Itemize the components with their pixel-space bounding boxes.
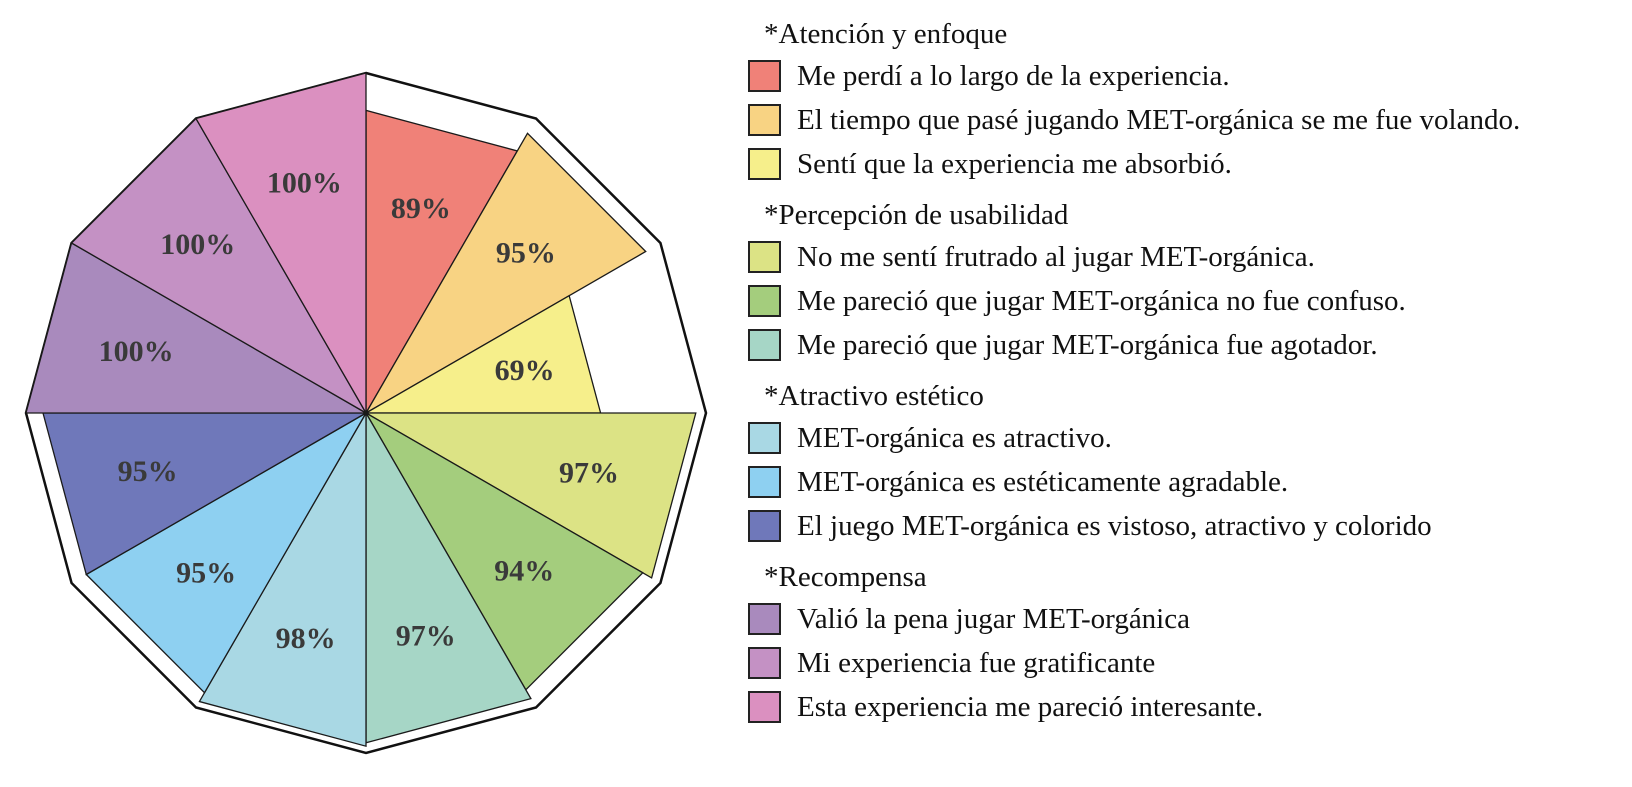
chart-slice-label-2: 95%: [496, 237, 556, 270]
chart-slice-label-5: 94%: [494, 555, 554, 588]
chart-slice-label-4: 97%: [559, 456, 619, 489]
chart-slice-label-10: 100%: [99, 335, 174, 368]
legend-group-2: *Percepción de usabilidad No me sentí fru…: [748, 195, 1628, 367]
legend-item-label: Me perdí a lo largo de la experiencia.: [797, 59, 1230, 92]
legend-swatch: [748, 422, 781, 454]
legend-swatch: [748, 104, 781, 136]
legend-item-label: Sentí que la experiencia me absorbió.: [797, 147, 1232, 180]
legend-item: MET-orgánica es atractivo.: [748, 416, 1628, 460]
legend-item: El tiempo que pasé jugando MET-orgánica …: [748, 98, 1628, 142]
legend-group-3: *Atractivo estético MET-orgánica es atrac…: [748, 376, 1628, 548]
legend-item: MET-orgánica es estéticamente agradable.: [748, 460, 1628, 504]
legend-item: Sentí que la experiencia me absorbió.: [748, 142, 1628, 186]
legend-item-label: Mi experiencia fue gratificante: [797, 646, 1156, 679]
legend-swatch: [748, 60, 781, 92]
legend-swatch: [748, 510, 781, 542]
legend-swatch: [748, 148, 781, 180]
legend-item: Me pareció que jugar MET-orgánica fue ag…: [748, 323, 1628, 367]
chart-slice-label-6: 97%: [396, 619, 456, 652]
chart-slice-label-7: 98%: [276, 622, 336, 655]
legend-swatch: [748, 603, 781, 635]
polar-area-chart: 89% 95% 69% 97% 94% 97% 98% 95% 95% 100% 100% 100%: [24, 71, 708, 755]
legend: *Atención y enfoque Me perdí a lo largo d…: [748, 14, 1628, 738]
legend-item: Esta experiencia me pareció interesante.: [748, 685, 1628, 729]
legend-group-title: *Recompensa: [764, 561, 927, 593]
legend-item-label: MET-orgánica es estéticamente agradable.: [797, 465, 1289, 498]
legend-item: Me perdí a lo largo de la experiencia.: [748, 54, 1628, 98]
legend-item-label: El tiempo que pasé jugando MET-orgánica …: [797, 103, 1521, 136]
legend-group-1: *Atención y enfoque Me perdí a lo largo d…: [748, 14, 1628, 186]
legend-group-title: *Atención y enfoque: [764, 18, 1008, 50]
legend-item-label: Me pareció que jugar MET-orgánica fue ag…: [797, 328, 1378, 361]
legend-item: Valió la pena jugar MET-orgánica: [748, 597, 1628, 641]
legend-item-label: Me pareció que jugar MET-orgánica no fue…: [797, 284, 1406, 317]
chart-slice-label-8: 95%: [176, 556, 236, 589]
legend-item: No me sentí frutrado al jugar MET-orgáni…: [748, 235, 1628, 279]
chart-slice-12: [195, 72, 367, 416]
legend-item-label: Esta experiencia me pareció interesante.: [797, 690, 1264, 723]
legend-item: Mi experiencia fue gratificante: [748, 641, 1628, 685]
chart-slice-label-1: 89%: [391, 192, 451, 225]
legend-item-label: MET-orgánica es atractivo.: [797, 421, 1112, 454]
legend-item-label: El juego MET-orgánica es vistoso, atract…: [797, 509, 1432, 542]
legend-group-title: *Percepción de usabilidad: [764, 199, 1069, 231]
legend-swatch: [748, 466, 781, 498]
chart-slice-label-9: 95%: [118, 455, 178, 488]
legend-item: El juego MET-orgánica es vistoso, atract…: [748, 504, 1628, 548]
legend-swatch: [748, 647, 781, 679]
legend-swatch: [748, 691, 781, 723]
legend-swatch: [748, 285, 781, 317]
legend-group-title: *Atractivo estético: [764, 380, 984, 412]
legend-item-label: Valió la pena jugar MET-orgánica: [797, 602, 1190, 635]
legend-swatch: [748, 329, 781, 361]
legend-swatch: [748, 241, 781, 273]
chart-slice-label-12: 100%: [267, 167, 342, 200]
legend-item: Me pareció que jugar MET-orgánica no fue…: [748, 279, 1628, 323]
chart-slice-label-3: 69%: [495, 354, 555, 387]
legend-group-4: *Recompensa Valió la pena jugar MET-orgán…: [748, 557, 1628, 729]
legend-item-label: No me sentí frutrado al jugar MET-orgáni…: [797, 240, 1315, 273]
chart-slice-label-11: 100%: [160, 228, 235, 261]
